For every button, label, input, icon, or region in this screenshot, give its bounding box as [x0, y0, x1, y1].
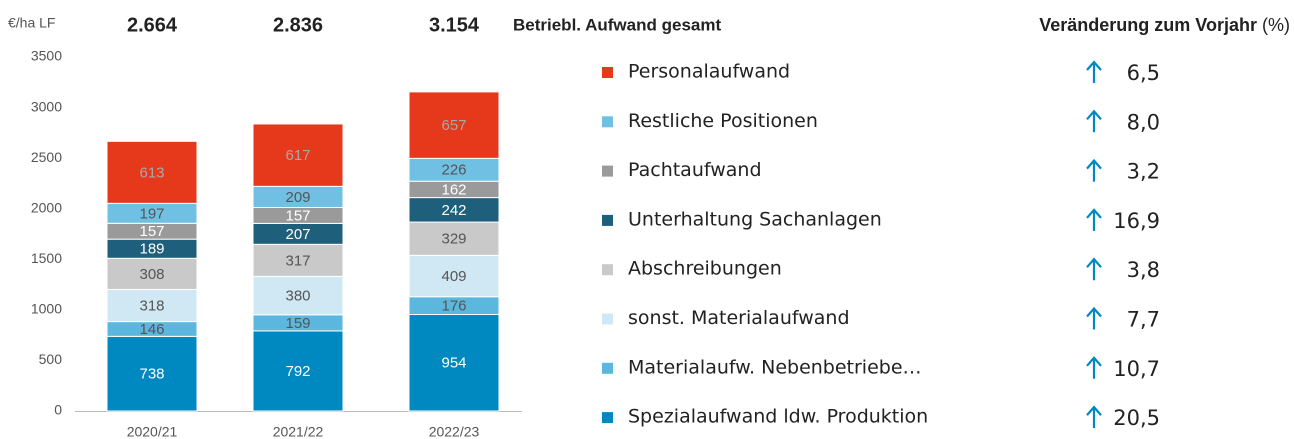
change-value: 8,0: [1127, 110, 1160, 134]
bar-segment: [408, 314, 500, 412]
segment-label: 157: [285, 207, 310, 224]
segment-label: 657: [441, 117, 466, 134]
segment-label: 792: [285, 363, 310, 380]
legend-swatch: [602, 313, 613, 325]
y-tick-label: 1500: [31, 250, 62, 266]
segment-label: 146: [139, 321, 164, 338]
segment-label: 318: [139, 297, 164, 314]
legend-label: Pachtaufwand: [628, 159, 762, 181]
legend-swatch: [602, 67, 613, 78]
change-arrow: [1086, 158, 1102, 182]
change-value: 10,7: [1113, 357, 1160, 381]
legend-swatch: [602, 165, 613, 177]
change-value: 16,9: [1113, 209, 1160, 233]
bar-segment: [408, 91, 500, 159]
segment-label: 380: [285, 288, 310, 305]
y-tick-label: 0: [54, 402, 62, 418]
segment-label: 954: [441, 355, 466, 372]
segment-label: 176: [441, 298, 466, 315]
change-value: 6,5: [1127, 61, 1160, 85]
segment-label: 308: [139, 266, 164, 283]
legend-swatch: [602, 362, 613, 374]
change-value: 7,7: [1127, 308, 1160, 332]
change-title: Veränderung zum Vorjahr: [1039, 15, 1257, 35]
legend-label: Personalaufwand: [628, 61, 790, 83]
segment-label: 738: [139, 366, 164, 383]
change-arrow: [1086, 405, 1102, 429]
change-value: 3,2: [1127, 160, 1160, 184]
y-tick-label: 3000: [31, 98, 62, 114]
y-axis-label: €/ha LF: [8, 15, 55, 31]
x-tick-label: 2022/23: [429, 424, 480, 439]
total-label: 2.836: [273, 14, 323, 36]
legend-label: Restliche Positionen: [628, 110, 818, 132]
bar-segment: [106, 140, 198, 204]
change-unit: (%): [1262, 15, 1290, 35]
segment-label: 317: [285, 252, 310, 269]
change-arrow: [1086, 257, 1102, 281]
segment-label: 613: [139, 164, 164, 181]
bar-segment: [252, 275, 344, 316]
segment-label: 207: [285, 226, 310, 243]
segment-label: 329: [441, 231, 466, 248]
bar-segment: [408, 254, 500, 298]
y-tick-label: 2000: [31, 199, 62, 215]
bar-segment: [252, 330, 344, 412]
bar-segment: [106, 335, 198, 412]
change-arrow: [1086, 306, 1102, 330]
change-value: 3,8: [1127, 258, 1160, 282]
segment-label: 162: [441, 181, 466, 198]
bar-segment: [252, 123, 344, 187]
segment-label: 159: [285, 315, 310, 332]
y-tick-label: 2500: [31, 149, 62, 165]
bar-segment: [106, 288, 198, 323]
y-tick-label: 500: [39, 351, 63, 367]
change-arrow: [1086, 109, 1102, 133]
segment-label: 409: [441, 268, 466, 285]
x-tick-label: 2021/22: [273, 424, 324, 439]
change-header: Veränderung zum Vorjahr (%): [1039, 15, 1290, 35]
segment-label: 226: [441, 162, 466, 179]
legend-swatch: [602, 264, 613, 276]
legend-label: Spezialaufwand ldw. Produktion: [628, 406, 928, 428]
x-tick-label: 2020/21: [127, 424, 178, 439]
y-tick-label: 1000: [31, 301, 62, 317]
segment-label: 617: [285, 147, 310, 164]
totals-title: Betriebl. Aufwand gesamt: [513, 15, 721, 34]
change-arrow: [1086, 208, 1102, 231]
segment-label: 157: [139, 223, 164, 240]
segment-label: 189: [139, 241, 164, 258]
total-label: 2.664: [127, 14, 178, 36]
change-arrow: [1086, 60, 1102, 83]
legend-swatch: [602, 412, 613, 424]
change-value: 20,5: [1113, 406, 1160, 430]
legend-label: Materialaufw. Nebenbetriebe…: [628, 356, 922, 378]
change-arrow: [1086, 356, 1102, 379]
legend-swatch: [602, 214, 613, 226]
bar-segment: [408, 197, 500, 223]
segment-label: 209: [285, 189, 310, 206]
legend-label: sonst. Materialaufwand: [628, 307, 850, 329]
legend-swatch: [602, 116, 613, 128]
legend-label: Abschreibungen: [628, 258, 782, 280]
total-label: 3.154: [429, 14, 480, 36]
bar-segment: [408, 221, 500, 256]
legend-label: Unterhaltung Sachanlagen: [628, 208, 882, 230]
segment-label: 197: [139, 205, 164, 222]
segment-label: 242: [441, 202, 466, 219]
y-tick-label: 3500: [31, 48, 62, 64]
